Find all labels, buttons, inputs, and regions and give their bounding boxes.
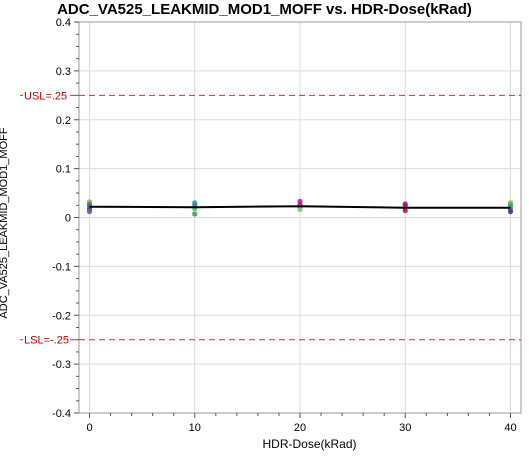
chart-title: ADC_VA525_LEAKMID_MOD1_MOFF vs. HDR-Dose…: [57, 1, 472, 18]
x-tick-label: 10: [189, 422, 201, 434]
data-point: [297, 207, 303, 213]
y-tick-label: 0: [65, 213, 71, 225]
x-tick-label: 40: [504, 422, 516, 434]
y-tick-label: -0.1: [52, 261, 71, 273]
data-point: [402, 208, 408, 214]
data-point: [192, 211, 198, 217]
spec-limit-label: USL=.25: [24, 90, 67, 102]
spec-limit-label-bg: [23, 90, 69, 103]
y-tick-label: -0.4: [52, 408, 71, 420]
x-tick-label: 30: [399, 422, 411, 434]
spec-limit-label-bg: [23, 334, 70, 347]
y-axis-label: ADC_VA525_LEAKMID_MOD1_MOFF: [0, 127, 10, 319]
y-tick-label: 0.1: [56, 164, 71, 176]
data-point: [507, 209, 514, 215]
x-tick-label: 20: [294, 422, 306, 434]
x-axis-label: HDR-Dose(kRad): [262, 437, 357, 451]
y-tick-label: -0.3: [52, 359, 71, 371]
y-tick-label: 0.2: [56, 115, 71, 127]
y-tick-label: 0.3: [56, 66, 71, 78]
y-tick-label: 0.4: [56, 17, 71, 29]
spec-limit-label: LSL=-.25: [24, 335, 69, 347]
data-point: [86, 209, 93, 215]
y-tick-label: -0.2: [52, 310, 71, 322]
mean-line: [89, 205, 511, 209]
x-tick-label: 0: [86, 422, 92, 434]
